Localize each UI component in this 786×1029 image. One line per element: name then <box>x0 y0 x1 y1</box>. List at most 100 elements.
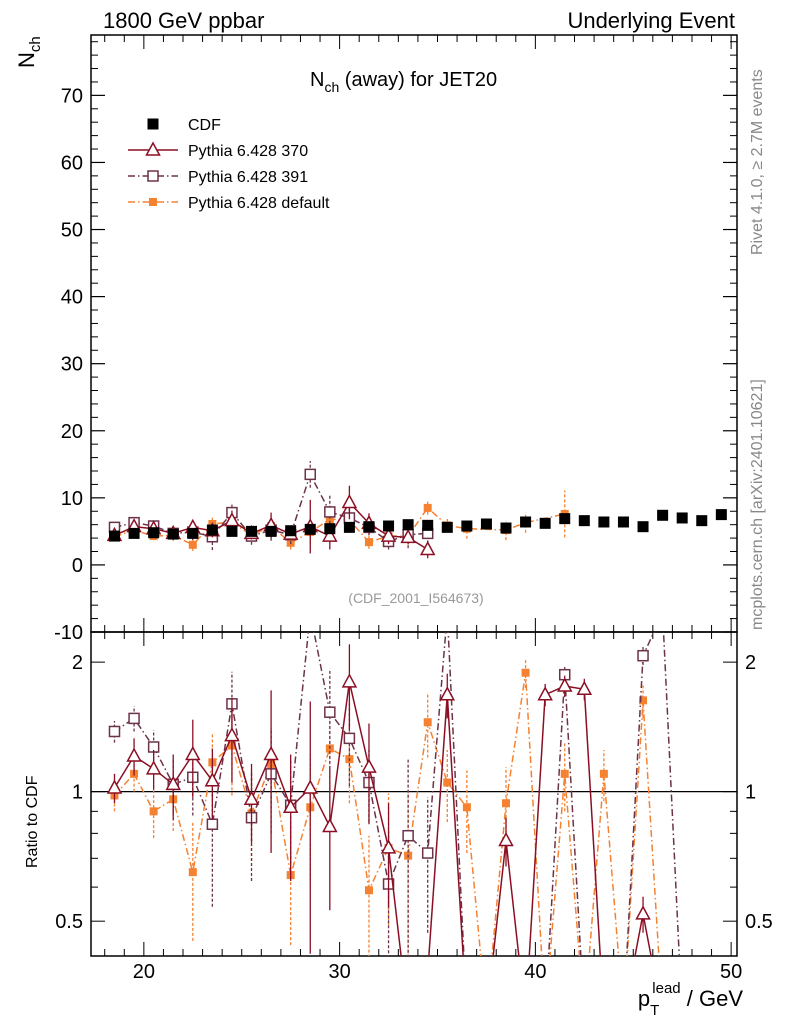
legend-marker-pythia-6-428-391 <box>147 170 159 182</box>
side-mcplots-label: mcplots.cern.ch [arXiv:2401.10621] <box>749 379 766 630</box>
legend-marker-pythia-6-428-370 <box>145 141 161 156</box>
main-title-rest: (away) for JET20 <box>339 69 497 91</box>
ratio-point-pythia-6-428-370 <box>302 779 319 794</box>
main-point-pythia-6-428-370 <box>380 527 397 542</box>
main-ytick-label: 50 <box>61 220 83 242</box>
main-ytick-label: -10 <box>54 622 83 644</box>
main-point-pythia-6-428-default <box>188 540 197 549</box>
main-point-cdf <box>578 515 590 527</box>
ratio-point-pythia-6-428-default <box>639 696 648 705</box>
main-point-cdf <box>206 524 218 536</box>
ratio-point-pythia-6-428-370 <box>126 747 142 762</box>
ratio-point-pythia-6-428-default <box>443 778 452 787</box>
ratio-point-pythia-6-428-391 <box>206 818 219 830</box>
analysis-annotation: (CDF_2001_I564673) <box>348 590 483 606</box>
main-ylabel-n: N <box>14 52 39 68</box>
ratio-point-pythia-6-428-370 <box>204 772 221 787</box>
main-y-axis-label: Nch <box>14 36 44 68</box>
ratio-point-pythia-6-428-default <box>149 807 158 816</box>
ratio-point-pythia-6-428-default <box>502 799 511 808</box>
ratio-point-pythia-6-428-370 <box>556 677 573 692</box>
main-point-cdf <box>226 525 238 537</box>
ratio-ytick-label: 1 <box>72 782 83 804</box>
ratio-ytick-label: 2 <box>72 652 83 674</box>
main-ytick-label: 0 <box>72 555 83 577</box>
xtick-label: 50 <box>720 961 742 983</box>
ratio-point-pythia-6-428-370 <box>322 817 338 833</box>
main-point-cdf <box>128 527 140 539</box>
legend-label-cdf: CDF <box>188 117 221 134</box>
legend-label-pythia-6-428-391: Pythia 6.428 391 <box>188 169 308 186</box>
ratio-point-pythia-6-428-370 <box>439 686 456 701</box>
x-axis-ticks: 20 30 40 50 <box>104 35 742 983</box>
ratio-point-pythia-6-428-370 <box>224 727 240 742</box>
ratio-y-axis-label: Ratio to CDF <box>24 775 41 868</box>
main-ytick-label: 60 <box>61 152 83 174</box>
ratio-point-pythia-6-428-391 <box>343 732 356 745</box>
ratio-point-pythia-6-428-391 <box>128 712 140 725</box>
main-point-cdf <box>637 521 649 533</box>
main-point-cdf <box>500 522 512 534</box>
main-plot-series <box>106 460 727 559</box>
legend-marker-pythia-6-428-default <box>149 198 157 206</box>
main-point-cdf <box>285 525 297 537</box>
header-left-label: 1800 GeV ppbar <box>103 8 264 33</box>
ratio-point-pythia-6-428-391 <box>108 725 121 738</box>
xlabel-sub: T <box>650 1002 659 1019</box>
ratio-point-pythia-6-428-default <box>188 868 197 877</box>
ratio-plot-frame <box>90 631 738 957</box>
ratio-point-pythia-6-428-default <box>560 769 569 778</box>
main-point-cdf <box>696 515 708 527</box>
main-axis-ticks: -10 0 10 20 30 40 50 60 70 <box>54 41 737 644</box>
main-point-cdf <box>246 525 258 537</box>
main-point-pythia-6-428-default <box>325 515 334 524</box>
main-point-cdf <box>402 519 414 531</box>
main-point-cdf <box>598 516 610 528</box>
ratio-point-pythia-6-428-370 <box>380 839 397 854</box>
main-point-cdf <box>324 523 336 535</box>
main-point-cdf <box>559 513 571 525</box>
ratio-point-pythia-6-428-391 <box>402 829 414 842</box>
side-rivet-label: Rivet 4.1.0, ≥ 2.7M events <box>749 69 766 255</box>
header-right-label: Underlying Event <box>567 8 735 33</box>
main-line-pythia-6-428-391 <box>114 472 428 543</box>
main-point-pythia-6-428-default <box>364 538 373 547</box>
x-axis-label: pTlead / GeV <box>638 980 743 1019</box>
main-point-cdf <box>617 516 629 528</box>
main-point-cdf <box>657 509 669 521</box>
ratio-point-pythia-6-428-391 <box>637 649 649 662</box>
xtick-label: 30 <box>328 961 350 983</box>
ratio-line-pythia-6-428-391 <box>114 632 680 956</box>
main-ytick-label: 30 <box>61 354 83 376</box>
main-point-cdf <box>343 521 355 533</box>
ratio-point-pythia-6-428-default <box>521 668 530 677</box>
main-point-cdf <box>167 528 179 540</box>
main-point-pythia-6-428-370 <box>400 528 416 544</box>
main-plot-title: Nch (away) for JET20 <box>310 69 497 95</box>
main-point-pythia-6-428-370 <box>322 527 338 542</box>
xlabel-sup: lead <box>652 980 680 997</box>
xtick-label: 20 <box>133 961 155 983</box>
main-point-pythia-6-428-370 <box>341 493 358 509</box>
main-point-cdf <box>480 518 492 530</box>
main-point-cdf <box>520 516 532 528</box>
main-point-pythia-6-428-391 <box>304 468 316 481</box>
main-title-n: N <box>310 69 324 91</box>
ratio-point-pythia-6-428-default <box>364 886 373 895</box>
ratio-point-pythia-6-428-default <box>423 718 432 727</box>
main-point-cdf <box>108 530 120 542</box>
main-point-pythia-6-428-default <box>423 503 432 512</box>
main-ylabel-sub: ch <box>27 36 44 52</box>
ratio-point-pythia-6-428-370 <box>165 775 181 791</box>
main-point-cdf <box>715 509 727 521</box>
main-title-sub: ch <box>324 79 339 95</box>
main-point-cdf <box>187 527 199 539</box>
main-point-cdf <box>441 521 453 533</box>
main-point-pythia-6-428-370 <box>419 540 436 556</box>
main-point-cdf <box>422 519 434 531</box>
ratio-point-pythia-6-428-370 <box>243 790 260 806</box>
ratio-ytick-label: 0.5 <box>55 911 83 933</box>
main-ytick-label: 10 <box>61 488 83 510</box>
main-point-cdf <box>148 527 160 539</box>
